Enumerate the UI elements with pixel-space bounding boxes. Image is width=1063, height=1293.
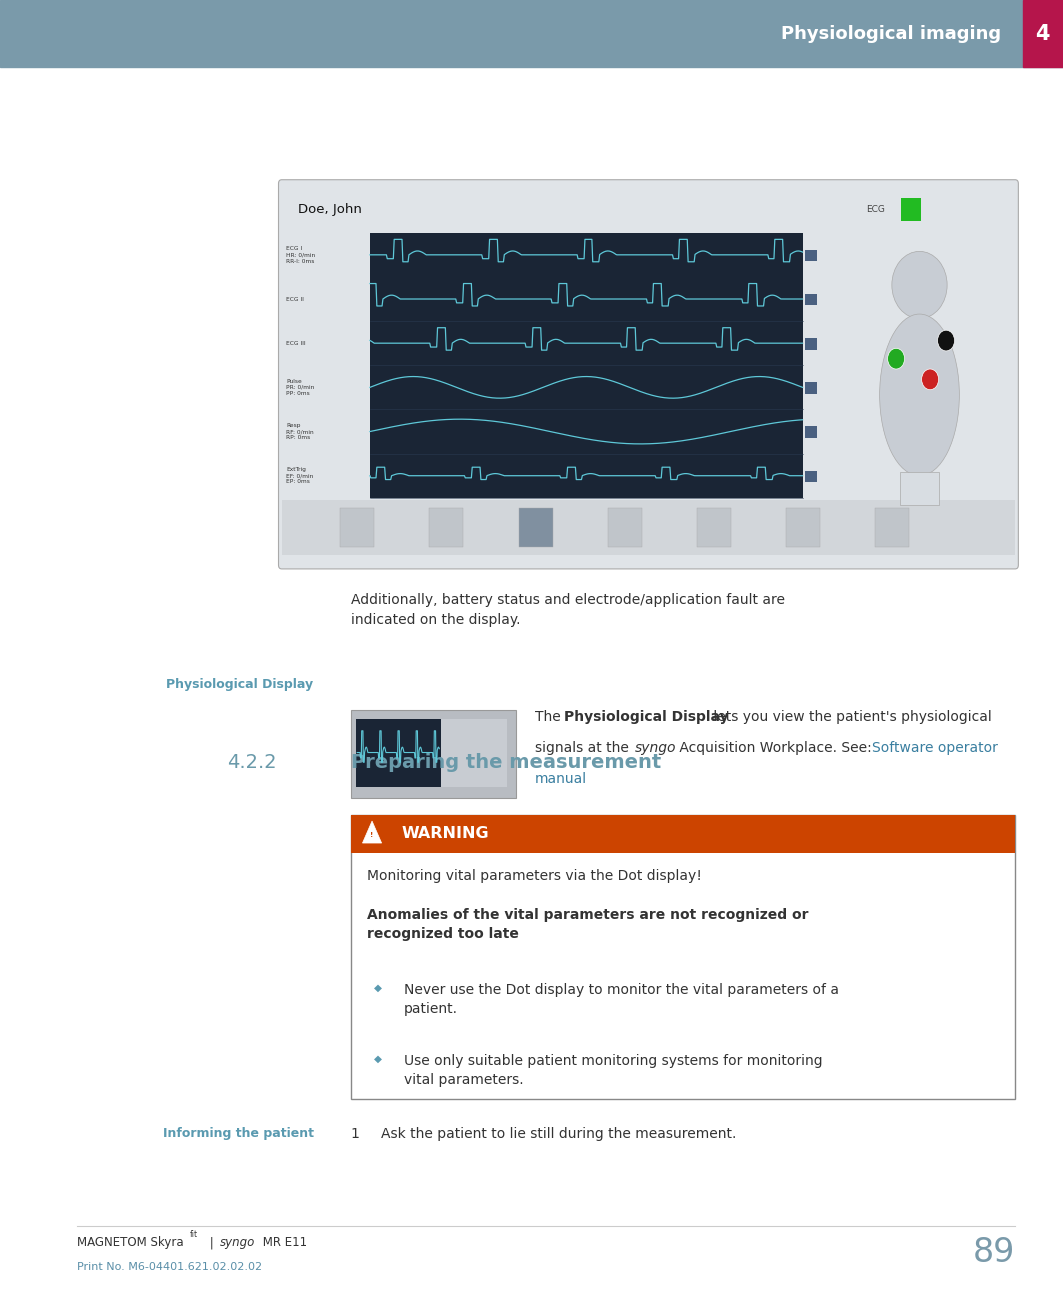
Text: ECG: ECG bbox=[866, 206, 885, 213]
Text: MAGNETOM Skyra: MAGNETOM Skyra bbox=[77, 1236, 183, 1249]
Circle shape bbox=[892, 251, 947, 318]
Text: 4: 4 bbox=[1035, 23, 1050, 44]
Polygon shape bbox=[362, 821, 382, 843]
Bar bbox=[875, 508, 909, 547]
Bar bbox=[351, 710, 516, 798]
Bar bbox=[1023, 0, 1063, 67]
Text: Use only suitable patient monitoring systems for monitoring
vital parameters.: Use only suitable patient monitoring sys… bbox=[404, 1054, 823, 1086]
Bar bbox=[901, 198, 921, 221]
Bar bbox=[805, 337, 817, 349]
Text: Monitoring vital parameters via the Dot display!: Monitoring vital parameters via the Dot … bbox=[367, 869, 702, 883]
Bar bbox=[340, 508, 374, 547]
Text: 4.2.2: 4.2.2 bbox=[226, 753, 276, 772]
Circle shape bbox=[922, 369, 939, 389]
Text: 1: 1 bbox=[351, 1127, 359, 1142]
Text: Anomalies of the vital parameters are not recognized or
recognized too late: Anomalies of the vital parameters are no… bbox=[367, 908, 808, 940]
Text: 89: 89 bbox=[973, 1236, 1015, 1270]
FancyBboxPatch shape bbox=[279, 180, 1018, 569]
Bar bbox=[282, 500, 1015, 555]
Bar bbox=[696, 508, 730, 547]
Text: ECG I
HR: 0/min
RR-I: 0ms: ECG I HR: 0/min RR-I: 0ms bbox=[286, 246, 315, 264]
Bar bbox=[900, 472, 939, 504]
Ellipse shape bbox=[880, 314, 959, 476]
Text: syngo: syngo bbox=[220, 1236, 255, 1249]
Bar bbox=[351, 815, 1015, 1099]
Text: Physiological Display: Physiological Display bbox=[167, 678, 314, 690]
Bar bbox=[805, 383, 817, 394]
Text: ExtTrig
EF: 0/min
EP: 0ms: ExtTrig EF: 0/min EP: 0ms bbox=[286, 467, 314, 485]
Text: Print No. M6-04401.621.02.02.02: Print No. M6-04401.621.02.02.02 bbox=[77, 1262, 261, 1272]
Text: The: The bbox=[535, 710, 564, 724]
Bar bbox=[429, 508, 463, 547]
Circle shape bbox=[888, 348, 905, 369]
Bar bbox=[519, 508, 553, 547]
Text: Additionally, battery status and electrode/application fault are
indicated on th: Additionally, battery status and electro… bbox=[351, 593, 784, 627]
Text: WARNING: WARNING bbox=[402, 826, 489, 842]
Bar bbox=[356, 719, 446, 787]
Text: ECG III: ECG III bbox=[286, 340, 305, 345]
Text: Physiological imaging: Physiological imaging bbox=[781, 25, 1001, 43]
Bar bbox=[805, 427, 817, 438]
Text: Ask the patient to lie still during the measurement.: Ask the patient to lie still during the … bbox=[381, 1127, 736, 1142]
Text: Acquisition Workplace. See:: Acquisition Workplace. See: bbox=[675, 741, 876, 755]
Text: MR E11: MR E11 bbox=[259, 1236, 307, 1249]
Text: Physiological Display: Physiological Display bbox=[564, 710, 729, 724]
Text: Pulse
PR: 0/min
PP: 0ms: Pulse PR: 0/min PP: 0ms bbox=[286, 379, 315, 396]
Text: Resp
RF: 0/min
RP: 0ms: Resp RF: 0/min RP: 0ms bbox=[286, 423, 314, 440]
Text: Never use the Dot display to monitor the vital parameters of a
patient.: Never use the Dot display to monitor the… bbox=[404, 983, 839, 1015]
Text: signals at the: signals at the bbox=[535, 741, 632, 755]
Text: Informing the patient: Informing the patient bbox=[163, 1127, 314, 1140]
Bar bbox=[441, 719, 507, 787]
Bar bbox=[805, 471, 817, 482]
Text: fit: fit bbox=[190, 1230, 199, 1239]
Bar bbox=[608, 508, 642, 547]
Bar bbox=[805, 250, 817, 261]
Text: Software operator: Software operator bbox=[872, 741, 997, 755]
Bar bbox=[370, 233, 803, 498]
Bar bbox=[805, 294, 817, 305]
Text: Doe, John: Doe, John bbox=[298, 203, 361, 216]
Text: ECG II: ECG II bbox=[286, 296, 304, 301]
Text: syngo: syngo bbox=[635, 741, 676, 755]
Text: lets you view the patient's physiological: lets you view the patient's physiologica… bbox=[709, 710, 992, 724]
Circle shape bbox=[938, 330, 955, 350]
Bar bbox=[0, 0, 1063, 67]
Bar bbox=[351, 815, 1015, 853]
Text: |: | bbox=[206, 1236, 218, 1249]
Text: Preparing the measurement: Preparing the measurement bbox=[351, 753, 661, 772]
Text: ◆: ◆ bbox=[374, 983, 383, 993]
Text: manual: manual bbox=[535, 772, 587, 786]
Bar bbox=[786, 508, 820, 547]
Text: !: ! bbox=[370, 833, 374, 838]
Text: ◆: ◆ bbox=[374, 1054, 383, 1064]
